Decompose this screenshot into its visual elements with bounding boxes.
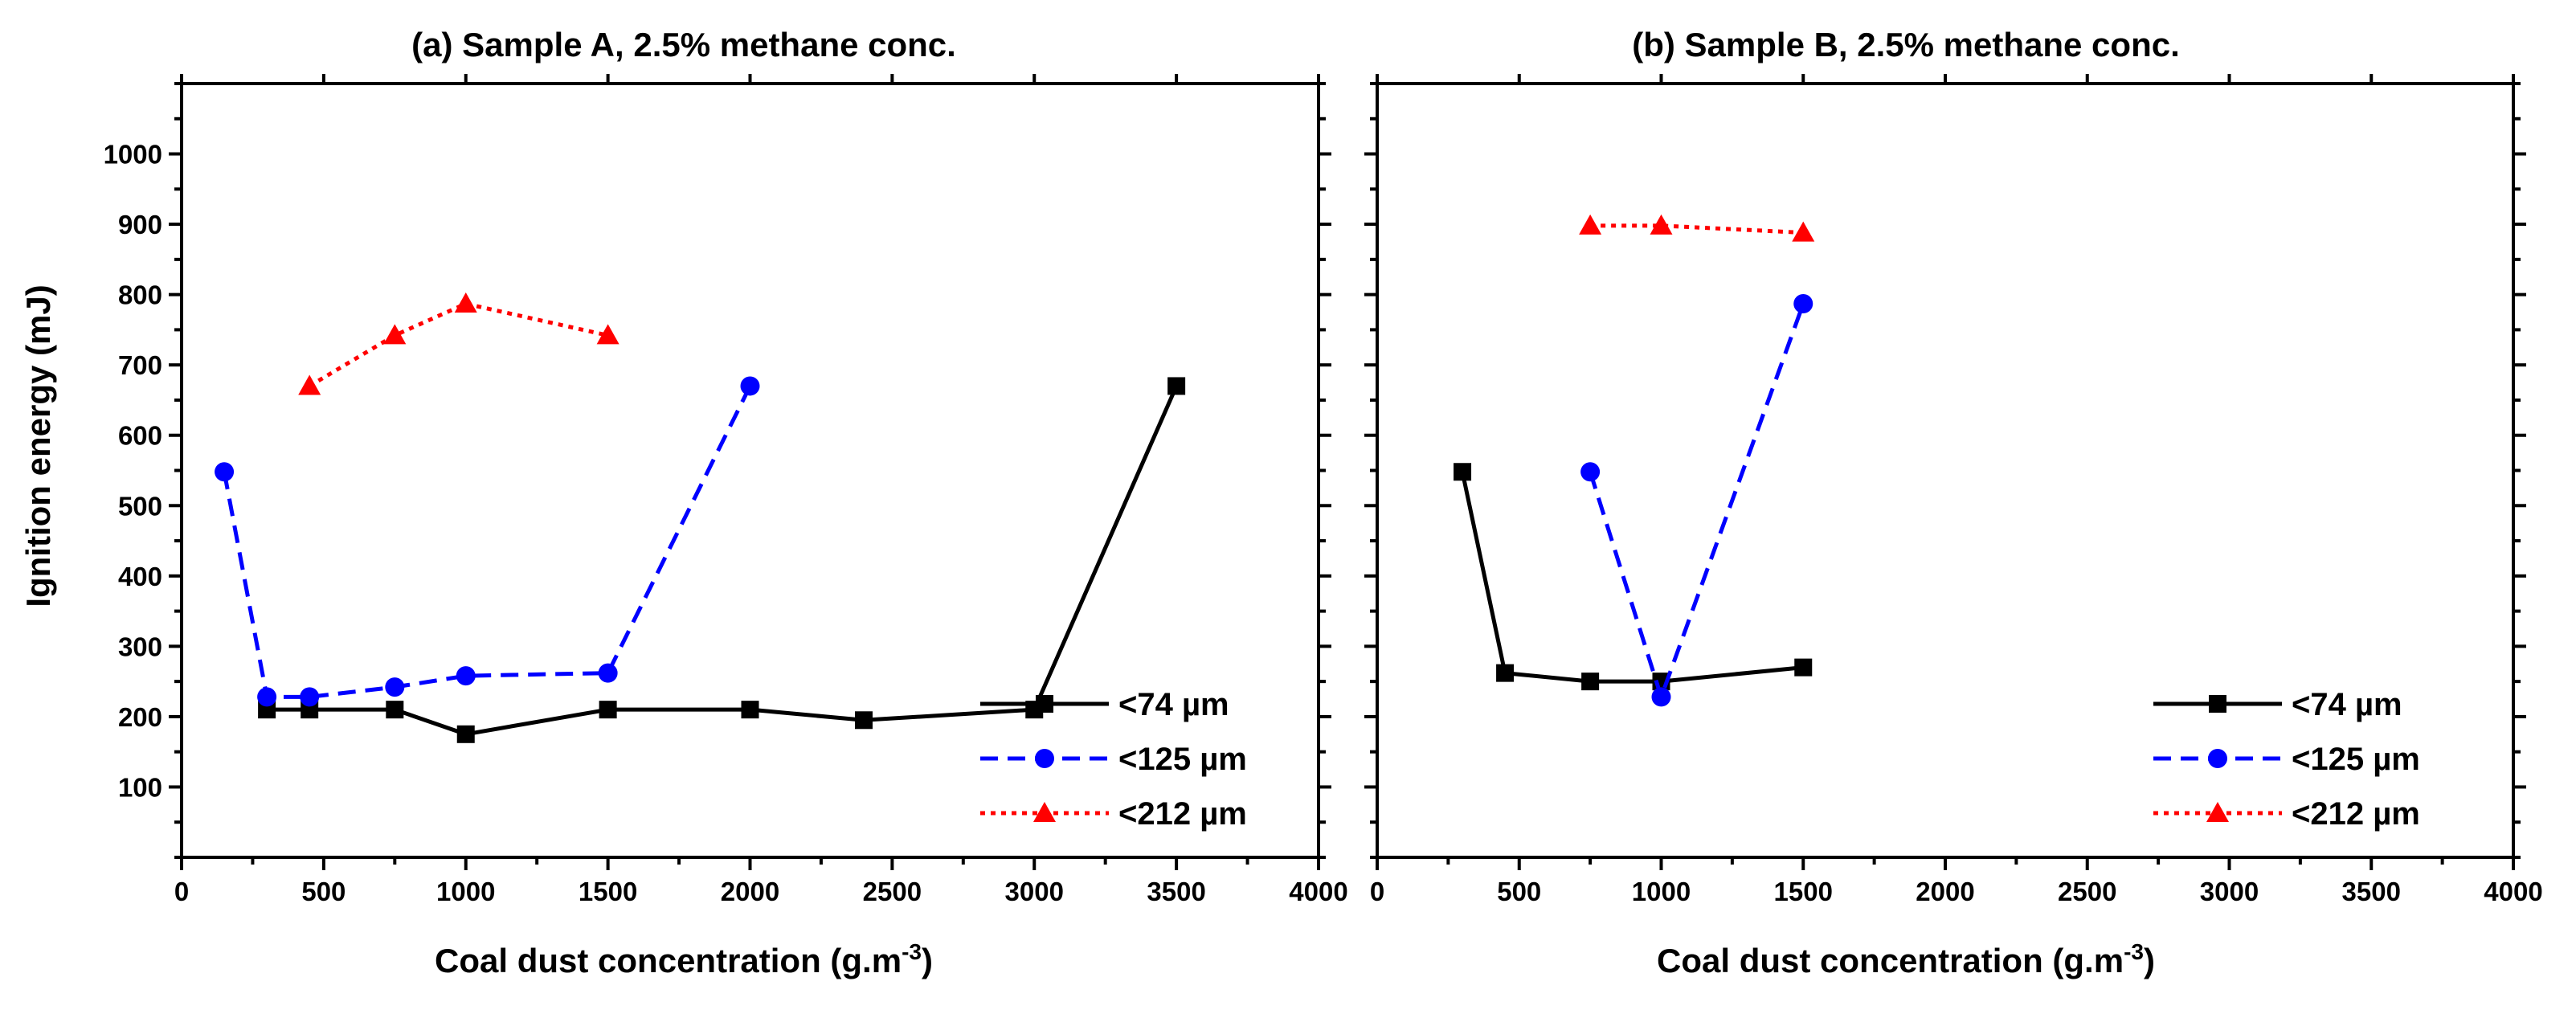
panel-b-x-tick-label: 1500 bbox=[1774, 877, 1833, 906]
panel-a-x-tick-label: 3500 bbox=[1147, 877, 1205, 906]
panel-b-x-tick-label: 2000 bbox=[1916, 877, 1974, 906]
panel-b-legend-125um-swatch-marker bbox=[2208, 749, 2227, 768]
panel-a-y-tick-label: 100 bbox=[118, 772, 162, 802]
panel-a-series-125um-point bbox=[257, 687, 277, 707]
panel-a-series-125um-point bbox=[598, 663, 618, 683]
panel-a-series-74um-point bbox=[386, 701, 404, 719]
panel-b-x-tick-label: 3500 bbox=[2342, 877, 2401, 906]
panel-b-x-tick-label: 0 bbox=[1370, 877, 1384, 906]
panel-b-series-125um-point bbox=[1651, 687, 1671, 707]
panel-b-x-axis-title-end: ) bbox=[2144, 942, 2155, 979]
panel-b-series-212um-line bbox=[1590, 223, 1804, 235]
panel-a-series-125um-point bbox=[300, 687, 320, 707]
panel-a-x-tick-label: 3000 bbox=[1005, 877, 1064, 906]
panel-b-x-tick-label: 500 bbox=[1497, 877, 1541, 906]
panel-a-legend-74um-label: <74 µm bbox=[1118, 687, 1229, 722]
panel-b-legend-74um-swatch-marker bbox=[2209, 695, 2226, 713]
panel-a-legend-125um-label: <125 µm bbox=[1118, 742, 1247, 777]
panel-a-series-125um-point bbox=[456, 666, 476, 686]
panel-b-series-74um-point bbox=[1496, 664, 1515, 682]
panel-a-series-212um-line bbox=[308, 301, 609, 388]
panel-b-series-74um-point bbox=[1794, 658, 1813, 677]
panel-a-series-212um-point bbox=[596, 324, 619, 345]
panel-a-x-tick-label: 4000 bbox=[1289, 877, 1347, 906]
panel-b-series-212um-point bbox=[1650, 214, 1673, 235]
panel-a-y-tick-label: 500 bbox=[118, 491, 162, 521]
panel-b-series-212um-point bbox=[1579, 214, 1602, 235]
panel-a-x-tick-label: 1500 bbox=[579, 877, 637, 906]
panel-b-series-74um-point bbox=[1454, 463, 1472, 481]
panel-b-x-axis-title-superscript: -3 bbox=[2124, 939, 2144, 964]
panel-b-legend-74um-label: <74 µm bbox=[2292, 687, 2402, 722]
panel-a-y-tick-label: 900 bbox=[118, 210, 162, 239]
panel-b-legend-212um-label: <212 µm bbox=[2292, 796, 2420, 832]
panel-a-y-tick-label: 200 bbox=[118, 702, 162, 732]
panel-a-y-tick-label: 1000 bbox=[104, 140, 162, 170]
panel-a-x-axis-title-superscript: -3 bbox=[902, 939, 922, 964]
panel-a-y-tick-label: 600 bbox=[118, 421, 162, 451]
panel-b-x-tick-label: 4000 bbox=[2484, 877, 2542, 906]
panel-a-y-tick-label: 800 bbox=[118, 280, 162, 310]
panel-b-series-212um-point bbox=[1792, 221, 1815, 242]
panel-a-x-axis-title: Coal dust concentration (g.m-3) bbox=[435, 939, 933, 979]
panel-b-legend-212um-swatch-marker bbox=[2206, 802, 2229, 822]
panel-a-series-125um-point bbox=[740, 376, 760, 396]
panel-b-x-tick-label: 2500 bbox=[2058, 877, 2116, 906]
panel-a-x-tick-label: 0 bbox=[174, 877, 189, 906]
panel-a-series-125um-point bbox=[385, 677, 405, 697]
panel-a-y-tick-label: 300 bbox=[118, 632, 162, 661]
panel-a-series-125um-point bbox=[215, 462, 235, 482]
panel-a-legend-125um-swatch-marker bbox=[1035, 749, 1054, 768]
panel-a-x-tick-label: 2000 bbox=[721, 877, 779, 906]
panel-b-x-tick-label: 1000 bbox=[1632, 877, 1691, 906]
panel-a-x-axis-title-main: Coal dust concentration (g.m bbox=[435, 942, 902, 979]
panel-a-title: (a) Sample A, 2.5% methane conc. bbox=[411, 26, 956, 63]
panel-a-x-tick-label: 500 bbox=[301, 877, 346, 906]
panel-a-series-74um-point bbox=[741, 701, 759, 719]
panel-b-series-125um-point bbox=[1580, 462, 1601, 482]
panel-a-x-tick-label: 1000 bbox=[436, 877, 495, 906]
panel-b-title: (b) Sample B, 2.5% methane conc. bbox=[1632, 26, 2180, 63]
panel-a-series-212um-point bbox=[298, 374, 321, 395]
panel-a-series-74um-point bbox=[456, 725, 475, 743]
panel-b-series-125um-point bbox=[1793, 294, 1813, 314]
panel-a-x-tick-label: 2500 bbox=[863, 877, 922, 906]
panel-b: (b) Sample B, 2.5% methane conc. Coal du… bbox=[1364, 26, 2543, 979]
panel-a-series-212um-point bbox=[383, 324, 407, 345]
panel-a-x-axis-title-end: ) bbox=[922, 942, 933, 979]
panel-a-y-axis-title: Ignition energy (mJ) bbox=[19, 284, 57, 607]
panel-a-series-212um-point bbox=[454, 292, 477, 313]
panel-b-x-axis-title: Coal dust concentration (g.m-3) bbox=[1657, 939, 2155, 979]
panel-a-y-tick-label: 700 bbox=[118, 350, 162, 380]
panel-a-legend-74um-swatch-marker bbox=[1036, 695, 1053, 713]
panel-a-legend-212um-label: <212 µm bbox=[1118, 796, 1247, 832]
panel-a-series-74um-point bbox=[599, 701, 617, 719]
panel-b-x-axis-title-main: Coal dust concentration (g.m bbox=[1657, 942, 2124, 979]
panel-b-series-74um-point bbox=[1581, 673, 1600, 691]
panel-b-legend-125um-label: <125 µm bbox=[2292, 742, 2420, 777]
panel-a-series-74um-point bbox=[1167, 377, 1186, 395]
panel-a-legend-212um-swatch-marker bbox=[1033, 802, 1056, 822]
panel-a-y-tick-label: 400 bbox=[118, 562, 162, 591]
panel-a: (a) Sample A, 2.5% methane conc. Ignitio… bbox=[19, 26, 1348, 979]
panel-b-x-tick-label: 3000 bbox=[2200, 877, 2259, 906]
panel-a-series-74um-point bbox=[855, 711, 873, 730]
